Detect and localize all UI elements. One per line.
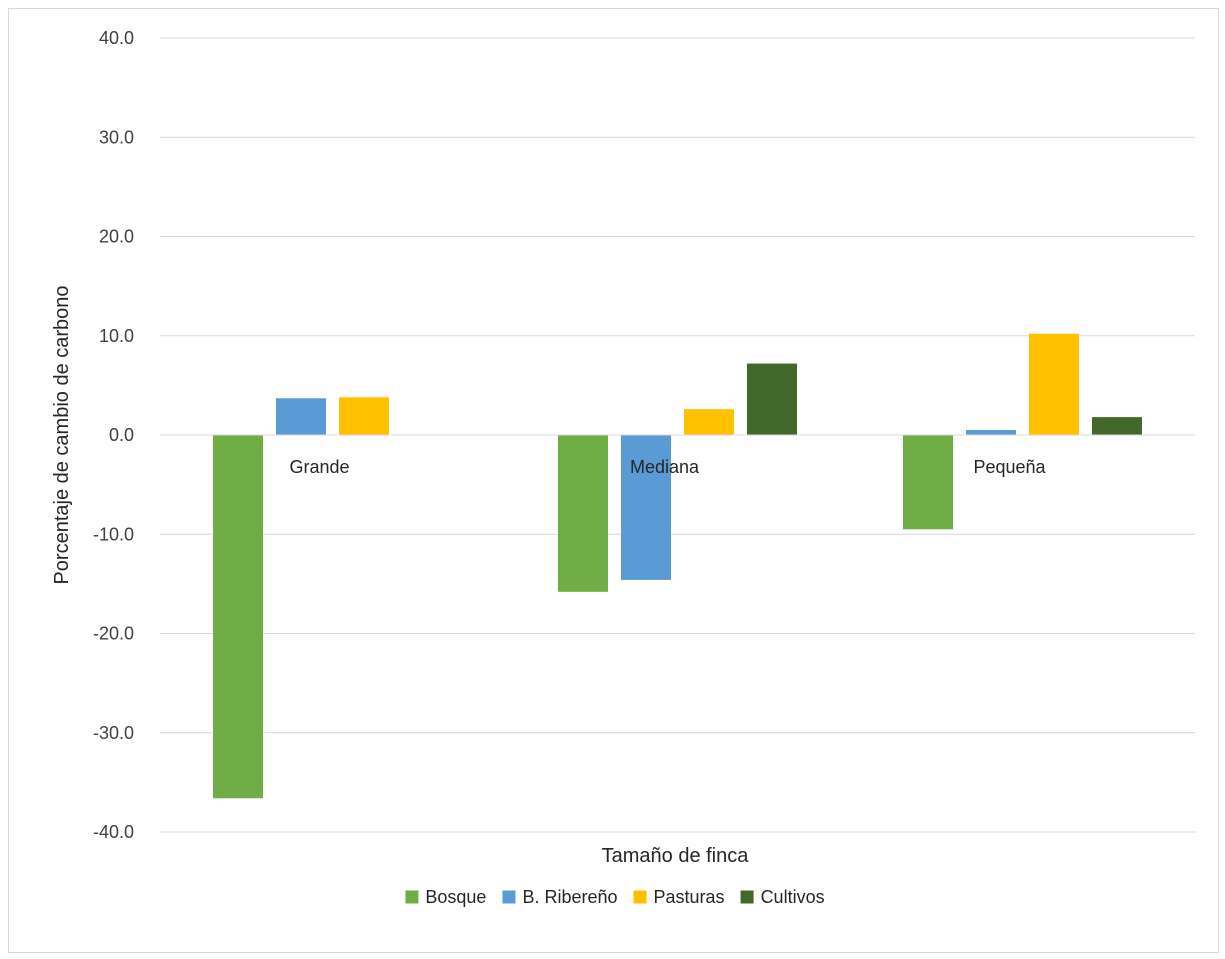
legend-item: Pasturas [633,887,725,907]
bar-pasturas-pequeña [1029,333,1079,435]
legend-label: Bosque [425,887,486,907]
legend-swatch [633,890,647,904]
bar-cultivos-pequeña [1092,417,1142,435]
category-label: Pequeña [973,457,1046,477]
bar-pasturas-mediana [684,409,734,435]
bar-cultivos-mediana [747,363,797,435]
y-tick-label: -30.0 [93,723,134,743]
y-tick-label: 20.0 [99,227,134,247]
bar-pasturas-grande [339,397,389,435]
legend-swatch [502,890,516,904]
bars [160,333,1195,799]
legend-label: B. Ribereño [522,887,617,907]
bar-bosque-mediana [558,435,608,592]
bar-b-ribereño-pequeña [966,430,1016,435]
legend-item: B. Ribereño [502,887,618,907]
legend-swatch [405,890,419,904]
legend-swatch [740,890,754,904]
bar-bosque-pequeña [903,435,953,530]
chart-frame [8,8,1219,953]
category-label: Mediana [630,457,700,477]
y-tick-labels: 40.0 30.0 20.0 10.0 0.0 -10.0 -20.0 -30.0 -40.0 [93,28,134,842]
y-axis-title: Porcentaje de cambio de carbono [51,285,73,584]
y-tick-label: -40.0 [93,822,134,842]
bar-b-ribereño-grande [276,398,326,435]
y-tick-label: 10.0 [99,326,134,346]
legend-label: Cultivos [761,887,825,907]
y-tick-label: 30.0 [99,127,134,147]
category-labels: Grande Mediana Pequeña [289,457,1046,477]
legend-label: Pasturas [654,887,725,907]
legend-item: Cultivos [740,887,825,907]
y-tick-label: 0.0 [109,425,134,445]
bar-bosque-grande [213,435,263,799]
x-axis-title: Tamaño de finca [602,845,750,867]
legend-item: Bosque [405,887,486,907]
legend: Bosque B. Ribereño Pasturas Cultivos [405,887,825,907]
bar-b-ribereño-mediana [621,435,671,580]
y-tick-label: -20.0 [93,624,134,644]
category-label: Grande [289,457,349,477]
y-tick-label: 40.0 [99,28,134,48]
y-tick-label: -10.0 [93,524,134,544]
gridlines [160,37,1195,833]
